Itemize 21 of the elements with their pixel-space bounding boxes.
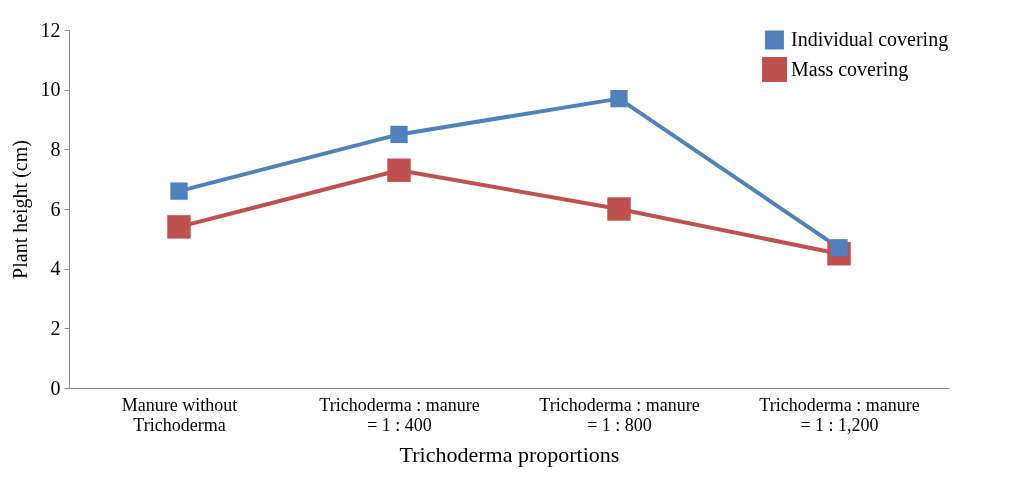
legend-label: Individual covering bbox=[791, 28, 949, 51]
x-tick-label: Trichoderma : manure = 1 : 800 bbox=[539, 394, 700, 435]
point bbox=[390, 125, 408, 144]
legend-label: Mass covering bbox=[791, 57, 909, 81]
x-tick-label: Trichoderma : manure = 1 : 400 bbox=[319, 394, 480, 435]
point bbox=[610, 89, 628, 108]
x-tick-label: Manure without Trichoderma bbox=[121, 394, 238, 435]
y-tick-label: 2 bbox=[50, 316, 61, 339]
y-tick-label: 0 bbox=[50, 376, 61, 399]
y-tick-label: 8 bbox=[50, 137, 61, 160]
x-tick-label: Trichoderma : manure = 1 : 1,200 bbox=[759, 394, 920, 435]
point bbox=[170, 182, 188, 200]
point bbox=[167, 215, 191, 239]
y-tick-label: 10 bbox=[40, 78, 61, 101]
y-axis-title: Plant height (cm) bbox=[8, 140, 32, 279]
y-tick-label: 4 bbox=[50, 257, 61, 280]
y-tick-label: 12 bbox=[40, 18, 61, 41]
y-tick-label: 6 bbox=[50, 197, 61, 220]
point bbox=[387, 158, 411, 182]
point bbox=[607, 197, 631, 221]
x-axis-title: Trichoderma proportions bbox=[399, 441, 620, 467]
